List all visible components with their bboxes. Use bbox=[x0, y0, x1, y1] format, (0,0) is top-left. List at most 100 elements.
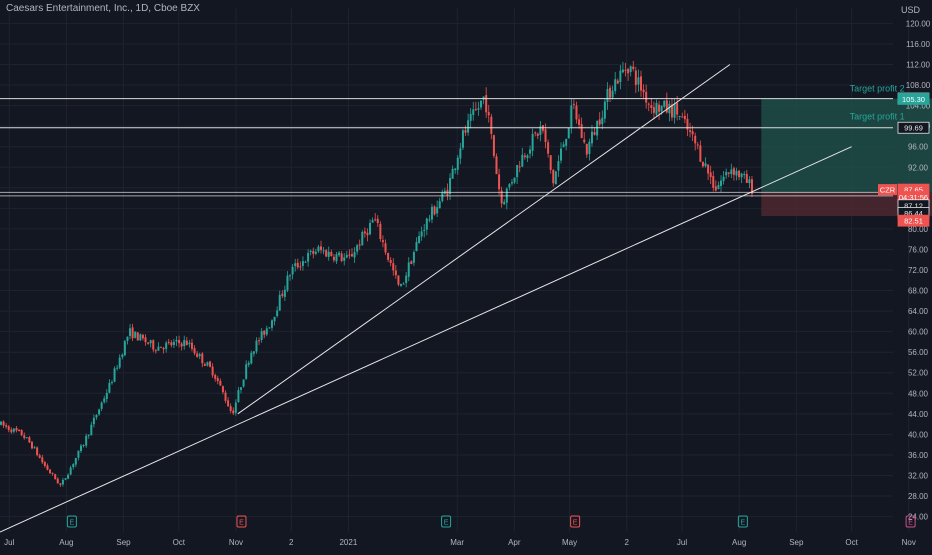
earnings-marker[interactable] bbox=[737, 515, 748, 528]
y-tick-label: 32.00 bbox=[908, 471, 929, 480]
candle-body bbox=[412, 252, 415, 263]
earnings-marker[interactable] bbox=[236, 515, 247, 528]
candle-body bbox=[523, 155, 526, 158]
candle-body bbox=[387, 252, 390, 260]
candle-body bbox=[172, 341, 175, 346]
candle-body bbox=[645, 91, 648, 103]
candle-body bbox=[72, 464, 75, 468]
candle-body bbox=[317, 246, 320, 252]
profit-zone[interactable] bbox=[761, 98, 932, 193]
candle-body bbox=[632, 66, 635, 69]
candle-body bbox=[281, 293, 284, 296]
candle-body bbox=[477, 108, 480, 110]
candle-body bbox=[526, 155, 529, 159]
candle-body bbox=[459, 148, 462, 159]
x-tick-label: Jul bbox=[4, 538, 14, 547]
candle-body bbox=[193, 348, 196, 354]
candle-body bbox=[379, 223, 382, 240]
candle-body bbox=[278, 294, 281, 311]
candle-body bbox=[216, 378, 219, 382]
earnings-marker[interactable] bbox=[441, 515, 452, 528]
candle-body bbox=[276, 310, 279, 317]
candle-body bbox=[371, 220, 374, 223]
candle-body bbox=[61, 479, 64, 485]
symbol-tag-box bbox=[878, 184, 897, 196]
candle-body bbox=[209, 361, 212, 367]
candle-body bbox=[343, 257, 346, 261]
candle-body bbox=[611, 90, 614, 98]
earnings-marker[interactable] bbox=[570, 515, 581, 528]
candle-body bbox=[536, 133, 539, 136]
candle-body bbox=[178, 340, 181, 344]
candle-body bbox=[296, 262, 299, 268]
candle-body bbox=[405, 275, 408, 284]
candle-body bbox=[237, 390, 240, 403]
candle-body bbox=[147, 342, 150, 344]
candle-body bbox=[56, 478, 59, 484]
candle-body bbox=[583, 139, 586, 143]
candle-body bbox=[33, 447, 36, 449]
candle-body bbox=[650, 105, 653, 108]
candle-body bbox=[242, 379, 245, 387]
candle-body bbox=[467, 120, 470, 133]
candle-body bbox=[67, 474, 70, 479]
candle-body bbox=[265, 328, 268, 335]
candle-body bbox=[714, 186, 717, 191]
candle-body bbox=[640, 76, 643, 91]
candle-body bbox=[286, 275, 289, 291]
price-label-box bbox=[897, 121, 930, 134]
candle-body bbox=[665, 100, 668, 113]
candle-body bbox=[221, 386, 224, 393]
candle-body bbox=[270, 320, 273, 328]
candle-body bbox=[30, 441, 33, 449]
candle-body bbox=[394, 270, 397, 276]
candle-body bbox=[361, 231, 364, 246]
candle-body bbox=[5, 425, 8, 427]
candle-body bbox=[206, 362, 209, 366]
candle-body bbox=[74, 457, 77, 465]
y-tick-label: 48.00 bbox=[908, 389, 929, 398]
candle-body bbox=[696, 144, 699, 146]
x-tick-label: Oct bbox=[173, 538, 186, 547]
candle-body bbox=[539, 126, 542, 136]
candle-body bbox=[327, 251, 330, 257]
candle-body bbox=[18, 430, 21, 432]
earnings-marker[interactable] bbox=[905, 515, 916, 528]
candle-body bbox=[376, 218, 379, 224]
candle-body bbox=[652, 107, 655, 113]
candle-body bbox=[175, 340, 178, 342]
y-tick-label: 52.00 bbox=[908, 369, 929, 378]
candle-body bbox=[350, 254, 353, 257]
candle-body bbox=[410, 261, 413, 265]
trendline[interactable] bbox=[0, 146, 852, 533]
candle-body bbox=[43, 462, 46, 466]
candle-body bbox=[312, 250, 315, 254]
x-tick-label: Jul bbox=[677, 538, 687, 547]
candle-body bbox=[423, 229, 426, 232]
candle-body bbox=[98, 409, 101, 415]
candle-body bbox=[472, 109, 475, 115]
candle-body bbox=[320, 246, 323, 251]
candle-body bbox=[185, 340, 188, 346]
candle-body bbox=[673, 103, 676, 118]
candle-body bbox=[498, 174, 501, 190]
trendline[interactable] bbox=[237, 64, 731, 415]
candle-body bbox=[730, 169, 733, 175]
candle-body bbox=[2, 421, 5, 426]
candle-body bbox=[585, 143, 588, 155]
candle-body bbox=[255, 340, 258, 352]
candle-body bbox=[227, 400, 230, 407]
stop-loss-zone[interactable] bbox=[761, 192, 932, 217]
candle-body bbox=[348, 254, 351, 256]
candle-body bbox=[69, 467, 72, 475]
candle-body bbox=[273, 316, 276, 322]
earnings-marker[interactable] bbox=[66, 515, 77, 528]
candle-body bbox=[552, 169, 555, 184]
candle-body bbox=[428, 219, 431, 221]
candle-body bbox=[614, 79, 617, 92]
candle-body bbox=[580, 124, 583, 139]
candle-body bbox=[260, 331, 263, 340]
